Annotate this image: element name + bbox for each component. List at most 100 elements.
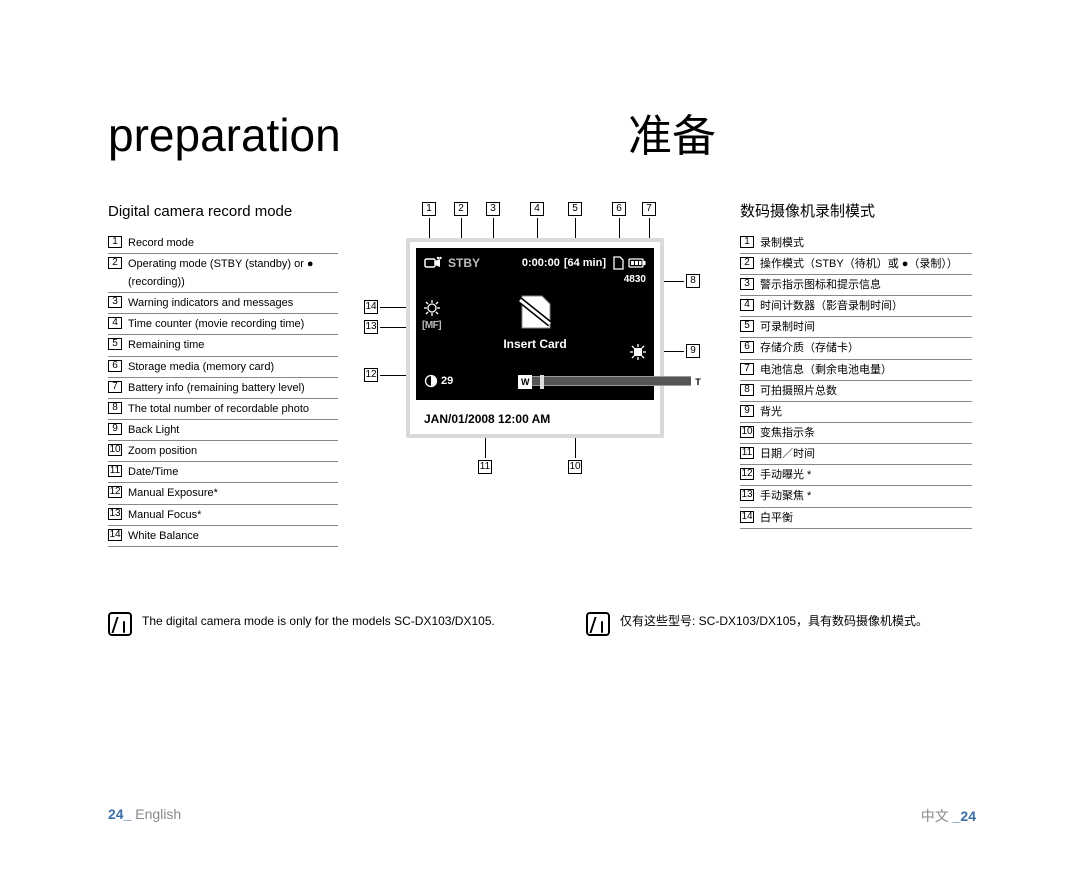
- callout-12: 12: [364, 368, 378, 382]
- legend-number: 12: [740, 468, 754, 480]
- legend-label: 可录制时间: [760, 318, 972, 336]
- title-chinese: 准备: [628, 100, 716, 164]
- callout-8: 8: [686, 274, 700, 288]
- zoom-bar: W T: [519, 376, 704, 386]
- record-mode-icon: [424, 254, 442, 272]
- note-text-en: The digital camera mode is only for the …: [142, 612, 495, 636]
- legend-number: 13: [740, 489, 754, 501]
- legend-row: 13 Manual Focus*: [108, 505, 338, 526]
- lcd-top-row: STBY 0:00:00 [64 min]: [424, 254, 646, 272]
- legend-number: 1: [740, 236, 754, 248]
- callout-11: 11: [478, 460, 492, 474]
- legend-number: 7: [108, 381, 122, 393]
- legend-label: The total number of recordable photo: [128, 400, 338, 418]
- legend-number: 8: [108, 402, 122, 414]
- legend-number: 10: [740, 426, 754, 438]
- legend-label: Manual Exposure*: [128, 484, 338, 502]
- legend-number: 2: [108, 257, 122, 269]
- lcd-bottom-row: 29 W T: [424, 372, 646, 390]
- legend-number: 11: [740, 447, 754, 459]
- legend-label: Storage media (memory card): [128, 358, 338, 376]
- diagram-area: 1 2 3 4 5 6 7 8 9 14 13 12: [346, 200, 726, 500]
- legend-label: 白平衡: [760, 509, 972, 527]
- legend-row: 12Manual Exposure*: [108, 483, 338, 504]
- legend-number: 11: [108, 465, 122, 477]
- warning-icon-area: Insert Card: [416, 294, 654, 351]
- legend-row: 2 操作模式（STBY（待机）或 ●（录制））: [740, 254, 972, 275]
- legend-number: 4: [740, 299, 754, 311]
- page-content: preparation 准备 Digital camera record mod…: [108, 100, 976, 547]
- legend-number: 5: [108, 338, 122, 350]
- legend-row: 6 存储介质（存储卡）: [740, 338, 972, 359]
- legend-label: 警示指示图标和提示信息: [760, 276, 972, 294]
- legend-number: 8: [740, 384, 754, 396]
- legend-row: 14白平衡: [740, 508, 972, 529]
- battery-icon: [628, 254, 646, 272]
- callout-9: 9: [686, 344, 700, 358]
- legend-column-zh: 数码摄像机录制模式 1录制模式 2操作模式（STBY（待机）或 ●（录制）） 3…: [740, 200, 972, 529]
- warning-message: Insert Card: [416, 337, 654, 351]
- exposure-icon: [424, 372, 438, 390]
- backlight-icon: [630, 344, 646, 365]
- note-text-zh: 仅有这些型号: SC-DX103/DX105，具有数码摄像机模式。: [620, 612, 928, 636]
- legend-number: 6: [740, 341, 754, 353]
- legend-row: 10Zoom position: [108, 441, 338, 462]
- card-icon: [612, 254, 624, 272]
- note-icon: [108, 612, 132, 636]
- datetime-label: JAN/01/2008 12:00 AM: [424, 412, 550, 426]
- remaining-time: [64 min]: [564, 257, 606, 269]
- callout-10: 10: [568, 460, 582, 474]
- time-counter: 0:00:00: [522, 257, 560, 269]
- legend-number: 3: [740, 278, 754, 290]
- legend-row: 11日期／时间: [740, 444, 972, 465]
- legend-row: 14White Balance: [108, 526, 338, 547]
- legend-list-en: 1 Record mode 2Operating mode (STBY (stan…: [108, 233, 338, 547]
- legend-number: 6: [108, 360, 122, 372]
- legend-row: 6 Storage media (memory card): [108, 357, 338, 378]
- legend-label: 变焦指示条: [760, 424, 972, 442]
- legend-number: 13: [108, 508, 122, 520]
- legend-number: 3: [108, 296, 122, 308]
- legend-label: 手动聚焦 *: [760, 487, 972, 505]
- note-zh: 仅有这些型号: SC-DX103/DX105，具有数码摄像机模式。: [586, 612, 976, 636]
- legend-label: 存储介质（存储卡）: [760, 339, 972, 357]
- footer-left: 24_ English: [108, 806, 181, 826]
- legend-row: 10 变焦指示条: [740, 423, 972, 444]
- legend-label: Time counter (movie recording time): [128, 315, 338, 333]
- legend-number: 1: [108, 236, 122, 248]
- zoom-tele-label: T: [691, 375, 705, 389]
- legend-row: 2Operating mode (STBY (standby) or ● (re…: [108, 254, 338, 293]
- legend-row: 7 Battery info (remaining battery level): [108, 378, 338, 399]
- callout-2: 2: [454, 202, 468, 216]
- legend-row: 11Date/Time: [108, 462, 338, 483]
- legend-column-en: Digital camera record mode 1Record mode …: [108, 200, 338, 547]
- legend-number: 2: [740, 257, 754, 269]
- callout-6: 6: [612, 202, 626, 216]
- legend-label: Manual Focus*: [128, 506, 338, 524]
- insert-card-icon: [514, 294, 556, 330]
- legend-label: 操作模式（STBY（待机）或 ●（录制））: [760, 255, 972, 273]
- content-row: Digital camera record mode 1Record mode …: [108, 200, 976, 547]
- legend-label: 电池信息（剩余电池电量）: [760, 361, 972, 379]
- legend-row: 1录制模式: [740, 233, 972, 254]
- callout-13: 13: [364, 320, 378, 334]
- callout-1: 1: [422, 202, 436, 216]
- zoom-indicator: [540, 375, 544, 389]
- callout-7: 7: [642, 202, 656, 216]
- legend-label: Record mode: [128, 234, 338, 252]
- callout-5: 5: [568, 202, 582, 216]
- legend-label: Battery info (remaining battery level): [128, 379, 338, 397]
- legend-row: 3Warning indicators and messages: [108, 293, 338, 314]
- title-row: preparation 准备: [108, 100, 976, 164]
- legend-number: 14: [108, 529, 122, 541]
- note-icon: [586, 612, 610, 636]
- legend-row: 9背光: [740, 402, 972, 423]
- legend-number: 9: [108, 423, 122, 435]
- zoom-wide-label: W: [518, 375, 532, 389]
- page-number-right: 24: [960, 808, 976, 824]
- exposure-value: 29: [441, 375, 453, 387]
- notes-row: The digital camera mode is only for the …: [108, 612, 976, 636]
- lcd-display: STBY 0:00:00 [64 min] 4830: [416, 248, 654, 400]
- note-en: The digital camera mode is only for the …: [108, 612, 498, 636]
- legend-row: 1 Record mode: [108, 233, 338, 254]
